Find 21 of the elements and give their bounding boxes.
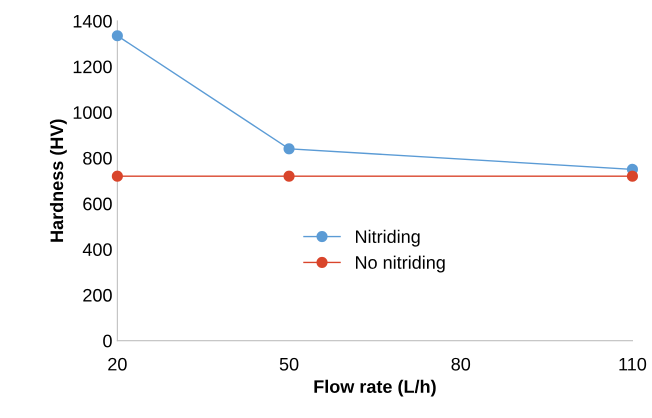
point <box>283 170 295 182</box>
y-tick-label: 1400 <box>74 14 112 28</box>
x-axis-title: Flow rate (L/h) <box>314 380 436 397</box>
point <box>112 30 123 42</box>
y-tick-label: 200 <box>83 288 112 302</box>
y-tick-label: 0 <box>103 334 112 348</box>
legend-label: Nitriding <box>356 230 420 247</box>
point <box>283 143 295 154</box>
y-axis-title: Hardness (HV) <box>50 119 67 242</box>
legend-label: No nitriding <box>356 256 445 272</box>
x-tick-label: 110 <box>619 358 646 371</box>
y-tick-label: 1000 <box>74 106 112 119</box>
y-tick-label: 600 <box>83 198 112 210</box>
x-tick-label: 20 <box>108 358 127 371</box>
point <box>112 170 123 182</box>
point <box>626 170 638 182</box>
y-tick-label: 1200 <box>74 60 112 74</box>
y-tick-label: 800 <box>83 152 112 165</box>
x-tick-label: 80 <box>451 358 470 371</box>
y-tick-label: 400 <box>82 243 112 256</box>
x-tick-label: 50 <box>280 358 298 371</box>
